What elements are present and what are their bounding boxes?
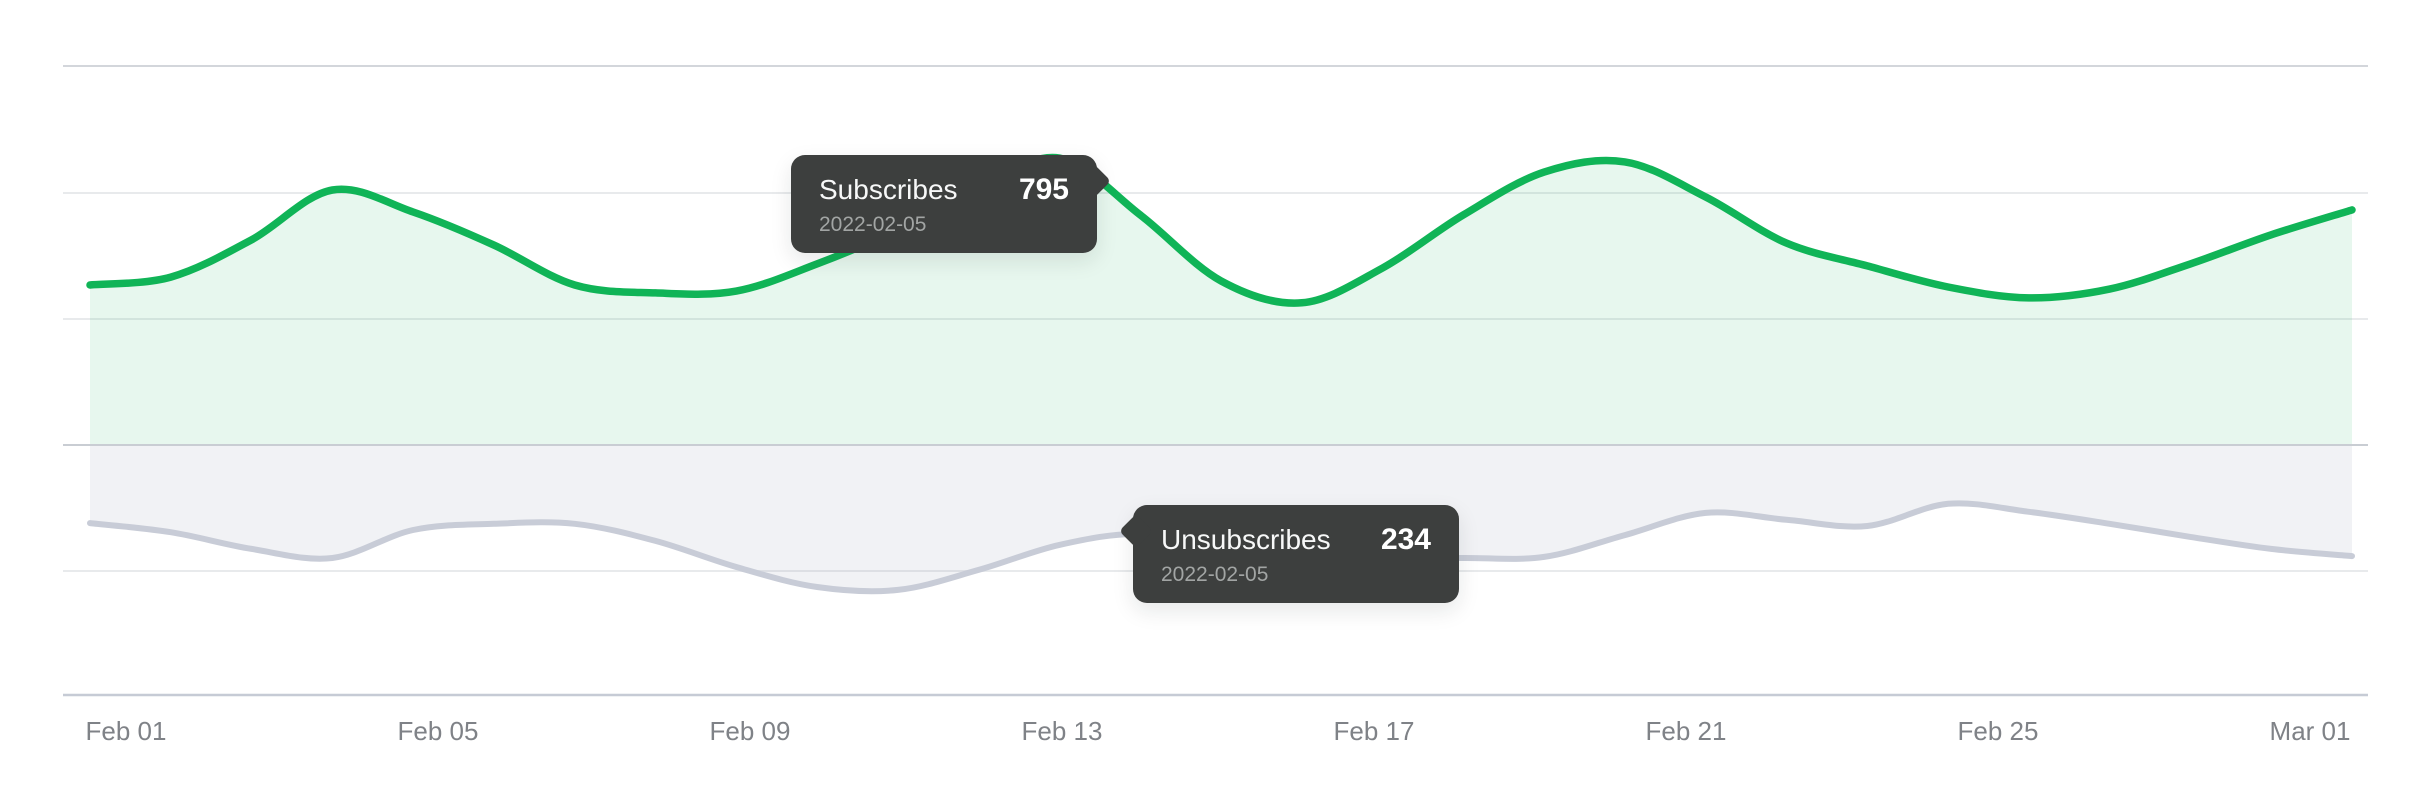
subscribes-line[interactable]	[86, 153, 2356, 307]
subscribes-tooltip: Subscribes 795 2022-02-05	[791, 155, 1111, 253]
tooltip-value: 795	[1018, 173, 1069, 206]
unsubscribes-tooltip: Unsubscribes 234 2022-02-05	[1119, 505, 1459, 603]
x-tick-label: Feb 05	[397, 716, 479, 746]
x-tick-label: Feb 13	[1021, 716, 1103, 746]
tooltip-date: 2022-02-05	[1161, 563, 1269, 586]
tooltip-date: 2022-02-05	[819, 213, 927, 236]
x-tick-label: Mar 01	[2269, 716, 2351, 746]
x-tick-label: Feb 01	[85, 716, 167, 746]
x-tick-label: Feb 25	[1957, 716, 2039, 746]
x-tick-label: Feb 21	[1645, 716, 1727, 746]
tooltip-series-label: Unsubscribes	[1161, 524, 1331, 555]
x-tick-label: Feb 17	[1333, 716, 1415, 746]
x-tick-label: Feb 09	[709, 716, 791, 746]
subscribes-area[interactable]	[90, 157, 2352, 446]
tooltip-series-label: Subscribes	[819, 174, 958, 205]
tooltip-value: 234	[1380, 523, 1431, 556]
